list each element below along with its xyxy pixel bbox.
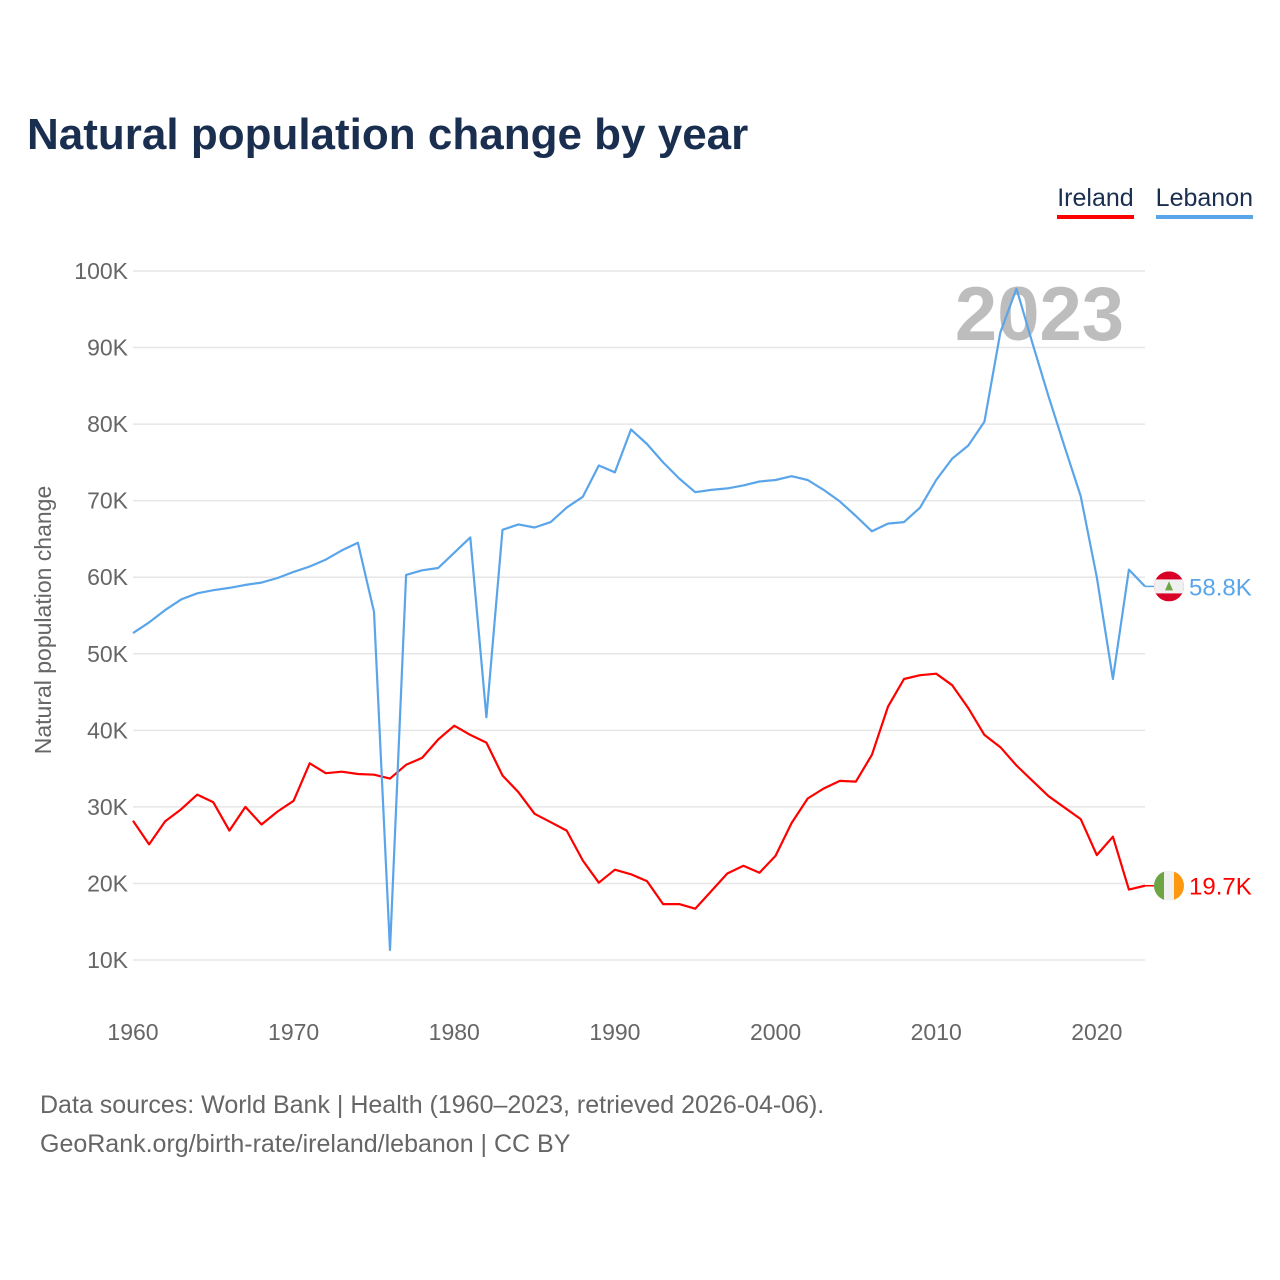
cedar-icon [1165,581,1173,591]
x-tick-label: 2020 [1071,1019,1122,1045]
x-tick-label: 2010 [911,1019,962,1045]
x-tick-label: 2000 [750,1019,801,1045]
flag-stripe [1164,870,1174,901]
legend-ireland[interactable]: Ireland [1057,184,1134,219]
x-tick-label: 1960 [107,1019,158,1045]
year-watermark: 2023 [955,272,1124,357]
ireland-flag-icon [1154,870,1184,901]
x-tick-label: 1980 [429,1019,480,1045]
x-tick-label: 1990 [589,1019,640,1045]
y-tick-label: 90K [87,335,129,361]
y-tick-label: 100K [74,258,128,284]
y-tick-label: 20K [87,870,129,896]
y-tick-label: 80K [87,411,129,437]
footer: Data sources: World Bank | Health (1960–… [40,1086,824,1164]
footer-sources: Data sources: World Bank | Health (1960–… [40,1091,825,1119]
legend-lebanon[interactable]: Lebanon [1155,184,1253,219]
chart-title: Natural population change by year [27,110,749,159]
legend: Ireland Lebanon [1057,184,1253,219]
y-tick-label: 50K [87,641,129,667]
x-tick-label: 1970 [268,1019,319,1045]
series-line-ireland [132,672,1146,910]
series-line-lebanon [132,287,1146,952]
end-value-label: 19.7K [1189,874,1252,901]
y-axis-label: Natural population change [30,486,56,755]
flag-fill [1154,870,1184,901]
footer-link[interactable]: GeoRank.org/birth-rate/ireland/lebanon |… [40,1130,571,1158]
y-tick-label: 30K [87,794,129,820]
y-tick-label: 70K [87,488,129,514]
flag-stripe [1154,870,1164,901]
flag-stripe [1174,870,1184,901]
flag-fill [1154,571,1184,602]
y-tick-label: 10K [87,947,129,973]
y-tick-label: 60K [87,564,129,590]
end-value-label: 58.8K [1189,574,1252,601]
lebanon-flag-icon [1154,571,1184,602]
y-tick-label: 40K [87,717,129,743]
